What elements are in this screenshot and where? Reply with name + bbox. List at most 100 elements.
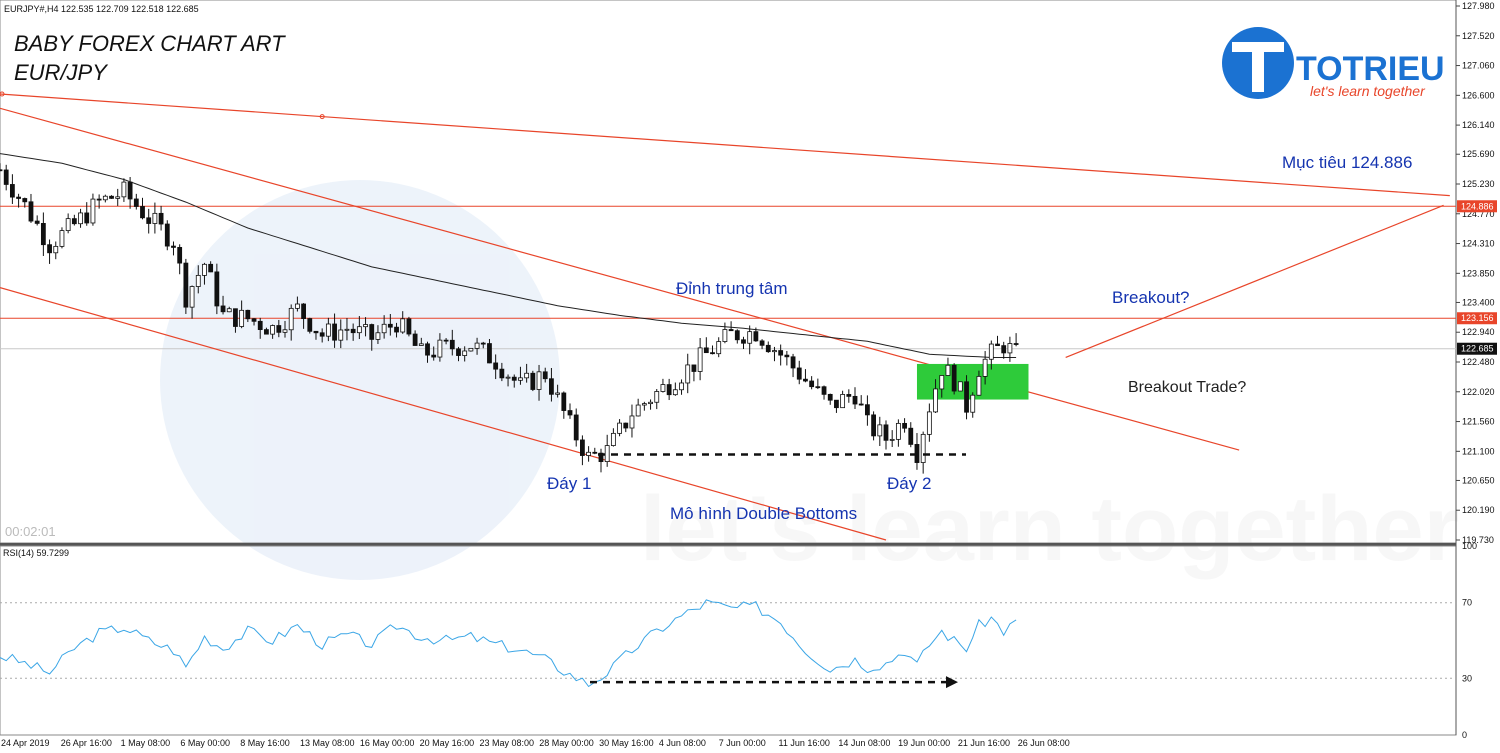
- candle-body: [307, 318, 313, 332]
- candle-body: [133, 198, 139, 207]
- logo-tagline: let's learn together: [1310, 83, 1426, 99]
- candle-body: [294, 303, 300, 309]
- candle-body: [660, 384, 666, 392]
- candle-body: [487, 343, 492, 364]
- rsi-tick-label: 30: [1462, 673, 1472, 683]
- candle-body: [65, 218, 71, 231]
- time-tick-label: 20 May 16:00: [420, 738, 475, 748]
- candle-body: [778, 350, 784, 356]
- candle-body: [790, 356, 796, 369]
- candle-body: [852, 395, 858, 405]
- candle-body: [617, 422, 622, 434]
- chart-title: BABY FOREX CHART ART: [14, 31, 286, 56]
- candle-body: [834, 399, 839, 409]
- candle-body: [672, 389, 678, 396]
- candle-body: [759, 340, 765, 346]
- trendline-anchor: [0, 91, 5, 97]
- price-axis: 127.980 127.520 127.060 126.600 126.140 125.6…: [1456, 1, 1495, 545]
- candle-body: [493, 362, 499, 370]
- price-tick-label: 127.980: [1462, 1, 1495, 11]
- time-tick-label: 30 May 16:00: [599, 738, 654, 748]
- candle-body: [418, 343, 424, 346]
- candle-body: [233, 308, 238, 327]
- rsi-series: [0, 599, 1017, 688]
- breakout-label: Breakout?: [1112, 288, 1190, 307]
- candle-body: [195, 274, 201, 287]
- candle-body: [462, 350, 468, 356]
- candle-body: [226, 308, 232, 313]
- rsi-tick-label: 70: [1462, 598, 1472, 608]
- candle-body: [505, 376, 511, 379]
- moving-average: [0, 153, 1017, 358]
- candle-body: [827, 393, 833, 401]
- candle-body: [573, 414, 579, 441]
- candle-body: [437, 339, 443, 358]
- candle-body: [3, 169, 9, 185]
- candle-body: [474, 342, 480, 349]
- candle-body: [604, 445, 610, 463]
- candle-body: [635, 404, 641, 417]
- price-tick-label: 126.600: [1462, 90, 1495, 100]
- candle-body: [871, 414, 876, 437]
- candle-body: [697, 347, 703, 372]
- dashed-markers: [590, 453, 966, 689]
- candle-body: [412, 333, 418, 346]
- rsi-tick-label: 100: [1462, 541, 1477, 551]
- price-tick-label: 127.060: [1462, 61, 1495, 71]
- candle-body: [1013, 343, 1019, 345]
- rsi-title: RSI(14) 59.7299: [3, 548, 69, 558]
- candle-body: [741, 339, 746, 344]
- candles: [0, 163, 1019, 474]
- candle-body: [592, 451, 598, 454]
- candle-body: [220, 305, 226, 313]
- candle-body: [276, 325, 282, 333]
- candle-body: [183, 262, 189, 308]
- candle-body: [140, 206, 145, 219]
- bottom2-label: Đáy 2: [887, 474, 931, 493]
- candle-body: [456, 348, 461, 356]
- candle-body: [654, 391, 660, 403]
- candle-body: [431, 354, 437, 358]
- candle-body: [586, 451, 591, 456]
- trendline: [0, 107, 1240, 451]
- trendline: [0, 93, 1450, 197]
- candle-body: [549, 378, 554, 395]
- candle-body: [939, 375, 945, 390]
- candle-body: [115, 196, 121, 199]
- candle-body: [796, 367, 802, 380]
- candle-body: [542, 371, 548, 380]
- candle-body: [536, 371, 542, 390]
- candle-body: [976, 376, 982, 396]
- candle-body: [889, 438, 895, 441]
- time-tick-label: 16 May 00:00: [360, 738, 415, 748]
- candle-body: [641, 403, 647, 406]
- price-tick-label: 120.190: [1462, 505, 1495, 515]
- rsi-axis: 100 70 30 0: [0, 541, 1477, 740]
- level-price-tag: [1457, 342, 1497, 355]
- candle-body: [164, 223, 170, 247]
- candle-body: [895, 422, 901, 440]
- candle-body: [908, 427, 914, 445]
- rsi-tick-label: 0: [1462, 730, 1467, 740]
- candle-body: [926, 411, 932, 435]
- candle-body: [121, 181, 127, 198]
- candle-body: [28, 201, 34, 222]
- price-tick-label: 125.230: [1462, 179, 1495, 189]
- candle-body: [152, 212, 158, 224]
- candle-body: [319, 332, 325, 337]
- candle-body: [171, 245, 176, 248]
- chart-subtitle: EUR/JPY: [14, 60, 108, 85]
- candle-body: [177, 247, 183, 264]
- candle-body: [511, 376, 517, 381]
- candle-body: [809, 380, 815, 388]
- time-tick-label: 21 Jun 16:00: [958, 738, 1010, 748]
- time-tick-label: 4 Jun 08:00: [659, 738, 706, 748]
- candle-body: [16, 196, 21, 199]
- candle-body: [716, 341, 722, 355]
- candle-body: [598, 452, 604, 463]
- timer: 00:02:01: [5, 524, 56, 539]
- time-tick-label: 13 May 08:00: [300, 738, 355, 748]
- candle-body: [425, 343, 430, 356]
- candle-body: [753, 331, 759, 342]
- candle-body: [865, 404, 870, 416]
